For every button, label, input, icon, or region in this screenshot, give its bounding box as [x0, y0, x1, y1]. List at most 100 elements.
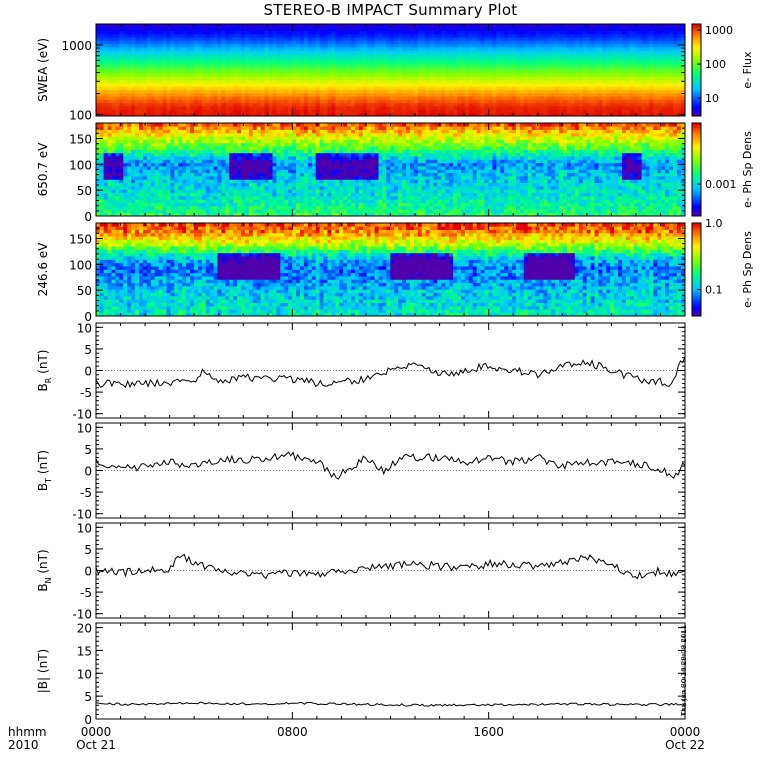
heatmap-cell [197, 53, 203, 58]
heatmap-cell [135, 199, 140, 204]
heatmap-cell [138, 89, 144, 94]
heatmap-cell [311, 96, 317, 100]
heatmap-cell [512, 63, 517, 68]
heatmap-cell [480, 82, 486, 87]
heatmap-cell [233, 56, 238, 61]
heatmap-cell [351, 50, 356, 54]
heatmap-cell [464, 69, 470, 74]
heatmap-cell [621, 50, 627, 54]
heatmap-cell [182, 182, 187, 187]
heatmap-cell [138, 73, 144, 77]
heatmap-cell [464, 76, 470, 81]
heatmap-cell [154, 162, 160, 167]
heatmap-cell [637, 112, 643, 117]
heatmap-cell [339, 56, 344, 61]
heatmap-cell [272, 36, 277, 41]
heatmap-cell [162, 129, 167, 134]
heatmap-cell [276, 102, 281, 107]
heatmap-cell [193, 56, 199, 61]
heatmap-cell [347, 102, 352, 107]
heatmap-cell [374, 76, 380, 81]
heatmap-cell [311, 69, 317, 74]
heatmap-cell [264, 109, 270, 114]
heatmap-cell [119, 199, 124, 204]
heatmap-cell [480, 59, 486, 64]
heatmap-cell [425, 63, 431, 68]
heatmap-cell [150, 30, 156, 35]
heatmap-cell [209, 69, 215, 74]
heatmap-cell [641, 50, 647, 54]
heatmap-cell [327, 109, 332, 114]
heatmap-1 [95, 122, 686, 217]
heatmap-cell [657, 79, 662, 84]
heatmap-cell [570, 59, 576, 64]
heatmap-cell [119, 27, 124, 31]
heatmap-cell [99, 56, 105, 61]
heatmap-cell [594, 102, 599, 107]
heatmap-cell [669, 82, 674, 87]
heatmap-cell [535, 59, 541, 64]
heatmap-cell [95, 156, 101, 160]
heatmap-cell [331, 23, 336, 28]
heatmap-cell [512, 23, 517, 28]
heatmap-cell [449, 46, 454, 51]
heatmap-cell [182, 102, 187, 107]
heatmap-cell [213, 76, 219, 81]
heatmap-cell [284, 30, 289, 35]
heatmap-cell [127, 195, 132, 200]
heatmap-cell [186, 199, 191, 204]
heatmap-cell [539, 33, 544, 38]
heatmap-cell [166, 56, 171, 61]
heatmap-cell [296, 73, 301, 77]
heatmap-cell [115, 139, 120, 144]
heatmap-cell [119, 159, 124, 164]
heatmap-cell [386, 50, 391, 54]
heatmap-cell [519, 56, 525, 61]
heatmap-cell [661, 86, 666, 91]
heatmap-cell [488, 82, 493, 87]
heatmap-cell [641, 66, 647, 71]
heatmap-cell [657, 105, 662, 110]
heatmap-cell [598, 33, 603, 38]
heatmap-cell [394, 89, 399, 94]
heatmap-cell [158, 179, 164, 184]
heatmap-cell [138, 112, 144, 117]
heatmap-cell [127, 105, 132, 110]
heatmap-cell [233, 50, 238, 54]
heatmap-cell [665, 50, 670, 54]
heatmap-cell [127, 162, 132, 167]
heatmap-cell [398, 73, 403, 77]
heatmap-cell [190, 69, 195, 74]
heatmap-cell [523, 79, 529, 84]
heatmap-cell [347, 79, 352, 84]
heatmap-cell [394, 109, 399, 114]
heatmap-cell [111, 202, 116, 207]
heatmap-cell [150, 69, 156, 74]
heatmap-cell [594, 43, 599, 48]
heatmap-cell [531, 112, 537, 117]
heatmap-cell [515, 40, 521, 45]
heatmap-cell [182, 156, 187, 160]
heatmap-cell [186, 212, 191, 217]
heatmap-cell [472, 92, 478, 97]
heatmap-cell [150, 149, 156, 154]
heatmap-cell [539, 105, 544, 110]
heatmap-cell [669, 30, 674, 35]
heatmap-cell [570, 40, 576, 45]
heatmap-cell [327, 63, 332, 68]
heatmap-cell [260, 76, 266, 81]
heatmap-cell [496, 82, 501, 87]
heatmap-cell [594, 112, 599, 117]
heatmap-cell [264, 79, 270, 84]
heatmap-cell [386, 92, 391, 97]
heatmap-cell [645, 27, 650, 31]
heatmap-cell [574, 82, 580, 87]
heatmap-cell [119, 209, 124, 213]
heatmap-cell [142, 192, 148, 197]
heatmap-cell [441, 36, 446, 41]
heatmap-cell [111, 109, 116, 114]
heatmap-cell [362, 53, 368, 58]
heatmap-cell [123, 27, 128, 31]
heatmap-cell [201, 109, 207, 114]
heatmap-cell [460, 82, 466, 87]
